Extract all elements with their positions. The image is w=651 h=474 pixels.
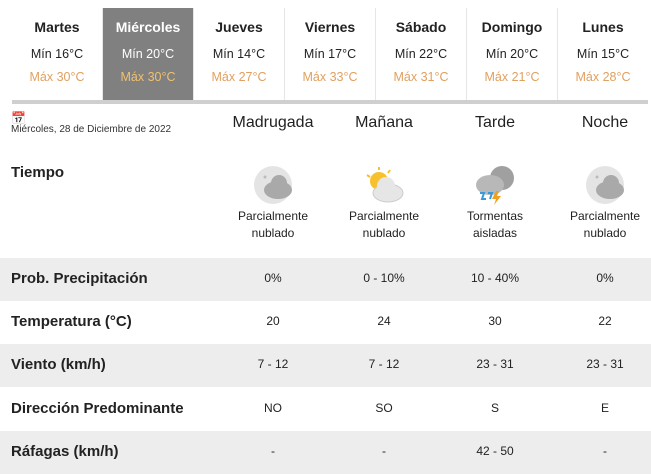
row-value: 7 - 12 (257, 357, 289, 372)
weather-description: Parcialmente nublado (570, 208, 640, 242)
row-value: 10 - 40% (470, 271, 520, 285)
day-name: Lunes (582, 19, 624, 35)
sun-cloud-icon (362, 165, 406, 210)
row-value: 24 (377, 314, 391, 329)
description-line: nublado (583, 226, 627, 240)
min-temp: Mín 22°C (394, 47, 448, 61)
description-line: Parcialmente (348, 209, 420, 223)
row-value: 0 - 10% (363, 271, 405, 285)
period-header: Madrugada (232, 114, 314, 131)
row-value: - (382, 443, 386, 458)
row-value: 0% (264, 271, 282, 285)
day-tab-4[interactable]: Sábado Mín 22°C Máx 31°C (376, 8, 467, 100)
storm-icon (472, 165, 518, 210)
divider (12, 100, 648, 104)
row-label: Temperatura (°C) (11, 313, 132, 331)
max-temp: Máx 27°C (211, 70, 267, 84)
day-tab-0[interactable]: Martes Mín 16°C Máx 30°C (12, 8, 103, 100)
day-tab-1[interactable]: Miércoles Mín 20°C Máx 30°C (103, 8, 194, 100)
weather-label: Tiempo (11, 164, 65, 181)
max-temp: Máx 33°C (302, 70, 358, 84)
min-temp: Mín 14°C (212, 47, 266, 61)
row-value: 30 (488, 314, 502, 329)
table-row: Ráfagas (km/h) - - 42 - 50 - (0, 430, 651, 474)
row-value: 22 (598, 314, 612, 329)
period-header: Tarde (474, 114, 516, 131)
day-tab-6[interactable]: Lunes Mín 15°C Máx 28°C (558, 8, 648, 100)
row-value: - (603, 443, 607, 458)
table-row: Viento (km/h) 7 - 12 7 - 12 23 - 31 23 - 31 (0, 344, 651, 388)
row-label: Dirección Predominante (11, 399, 184, 417)
row-value: SO (375, 400, 393, 415)
day-name: Domingo (481, 19, 543, 35)
table-row: Dirección Predominante NO SO S E (0, 388, 651, 431)
description-line: Tormentas (466, 209, 524, 223)
day-name: Viernes (304, 19, 356, 35)
weather-description: Tormentas aisladas (467, 208, 523, 242)
calendar-icon: 📅 (11, 111, 26, 125)
day-name: Martes (34, 19, 80, 35)
min-temp: Mín 15°C (576, 47, 630, 61)
day-name: Miércoles (115, 19, 181, 35)
day-tabs: Martes Mín 16°C Máx 30°C Miércoles Mín 20°C M… (12, 8, 648, 100)
max-temp: Máx 28°C (575, 70, 631, 84)
row-value: 0% (596, 271, 614, 285)
min-temp: Mín 16°C (30, 47, 84, 61)
description-line: Parcialmente (237, 209, 309, 223)
row-value: - (271, 443, 275, 458)
weather-description: Parcialmente nublado (349, 208, 419, 242)
day-tab-3[interactable]: Viernes Mín 17°C Máx 33°C (285, 8, 376, 100)
min-temp: Mín 20°C (121, 47, 175, 61)
row-value: 23 - 31 (586, 357, 624, 372)
min-temp: Mín 20°C (485, 47, 539, 61)
moon-cloud-icon (251, 165, 295, 210)
max-temp: Máx 30°C (29, 70, 85, 84)
max-temp: Máx 31°C (393, 70, 449, 84)
weather-description: Parcialmente nublado (238, 208, 308, 242)
day-name: Sábado (395, 19, 447, 35)
moon-cloud-icon (583, 165, 627, 210)
row-value: E (600, 400, 610, 415)
min-temp: Mín 17°C (303, 47, 357, 61)
max-temp: Máx 30°C (120, 70, 176, 84)
row-label: Viento (km/h) (11, 356, 106, 374)
description-line: Parcialmente (569, 209, 641, 223)
row-value: 20 (266, 314, 280, 329)
description-line: aisladas (472, 226, 518, 240)
row-label: Ráfagas (km/h) (11, 442, 119, 460)
description-line: nublado (362, 226, 406, 240)
row-value: NO (264, 400, 282, 415)
row-value: 42 - 50 (476, 443, 514, 458)
row-value: 7 - 12 (368, 357, 400, 372)
row-value: 23 - 31 (476, 357, 514, 372)
day-tab-5[interactable]: Domingo Mín 20°C Máx 21°C (467, 8, 558, 100)
table-row: Prob. Precipitación 0% 0 - 10% 10 - 40% 0% (0, 258, 651, 301)
day-tab-2[interactable]: Jueves Mín 14°C Máx 27°C (194, 8, 285, 100)
period-header: Mañana (355, 114, 413, 131)
description-line: nublado (251, 226, 295, 240)
table-row: Temperatura (°C) 20 24 30 22 (0, 301, 651, 344)
day-name: Jueves (215, 19, 263, 35)
row-value: S (490, 400, 500, 415)
selected-date: Miércoles, 28 de Diciembre de 2022 (11, 124, 172, 135)
row-label: Prob. Precipitación (11, 270, 148, 287)
period-header: Noche (581, 114, 629, 131)
max-temp: Máx 21°C (484, 70, 540, 84)
